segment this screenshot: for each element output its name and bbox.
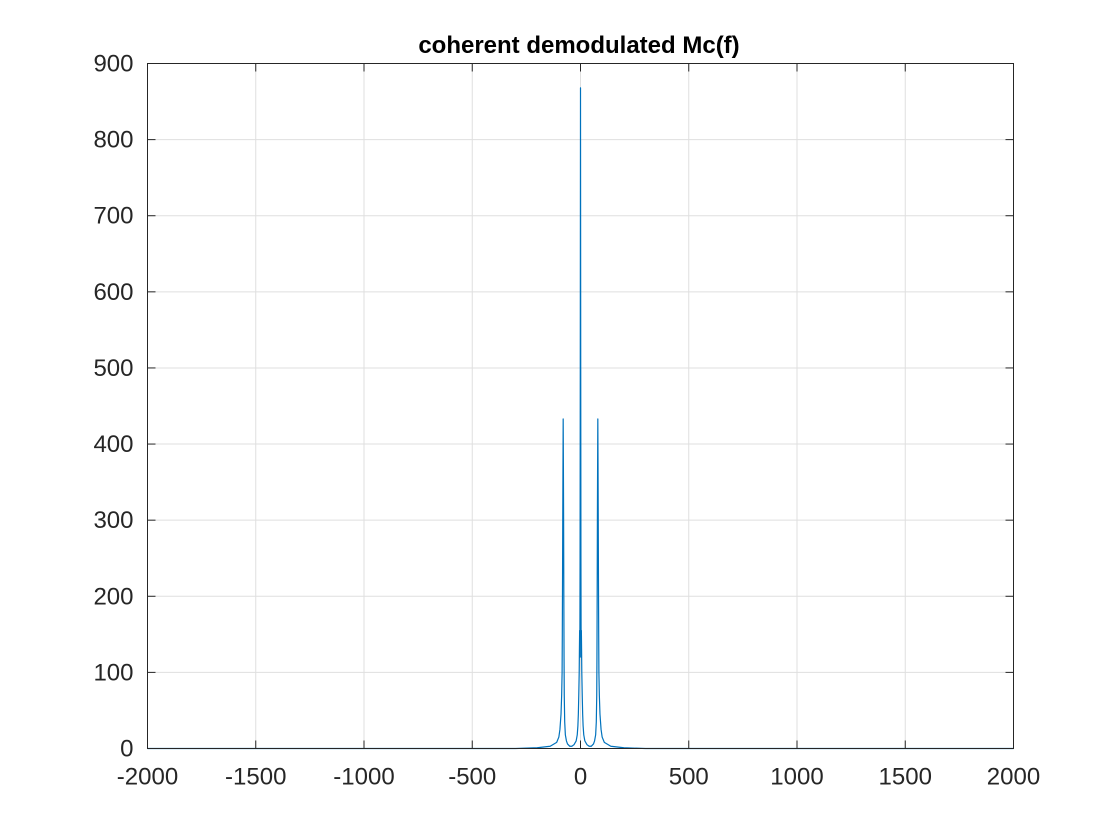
x-axis-tick-labels: -2000 -1500 -1000 -500 0 500 1000 1500 2000 [117,764,1040,791]
y-tick-label: 400 [93,431,133,458]
y-tick-label: 100 [93,659,133,686]
y-tick-label: 300 [93,507,133,534]
y-tick-label: 800 [93,127,133,154]
x-tick-label: 500 [669,764,709,791]
y-tick-label: 200 [93,583,133,610]
chart-title: coherent demodulated Mc(f) [418,32,739,59]
y-axis-tick-labels: 0 100 200 300 400 500 600 700 800 900 [93,51,133,763]
x-tick-label: 1000 [770,764,823,791]
plot-area [147,87,1014,750]
y-tick-label: 700 [93,203,133,230]
x-tick-label: -1000 [333,764,394,791]
series-line-0 [147,87,1014,750]
x-tick-label: -2000 [117,764,178,791]
y-tick-label: 600 [93,279,133,306]
y-tick-label: 0 [120,736,133,763]
x-tick-label: 1500 [879,764,932,791]
x-tick-label: -1500 [225,764,286,791]
x-tick-label: 0 [574,764,587,791]
x-tick-label: -500 [448,764,496,791]
y-tick-label: 900 [93,51,133,78]
ticks [147,63,1014,749]
x-tick-label: 2000 [987,764,1040,791]
y-tick-label: 500 [93,355,133,382]
